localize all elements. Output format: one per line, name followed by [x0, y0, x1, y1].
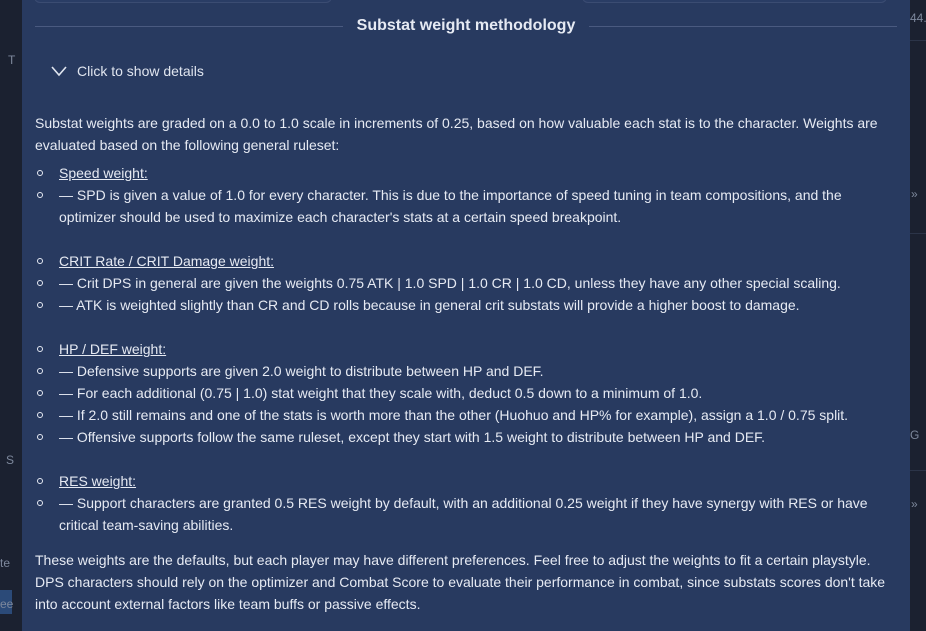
background-text: te — [0, 556, 11, 570]
hp-def-weight-list: HP / DEF weight: — Defensive supports ar… — [35, 338, 887, 448]
speed-weight-list: Speed weight: — SPD is given a value of … — [35, 162, 887, 228]
background-text: T — [8, 53, 16, 67]
divider-line-left — [35, 25, 343, 27]
background-text: S — [6, 453, 15, 467]
section-title: Substat weight methodology — [356, 17, 576, 34]
list-heading: HP / DEF weight: — [35, 338, 887, 360]
chevron-down-icon — [51, 66, 67, 77]
top-left-field[interactable] — [34, 0, 332, 3]
background-divider — [910, 470, 926, 471]
background-text: » — [911, 497, 918, 511]
intro-text: Substat weights are graded on a 0.0 to 1… — [35, 115, 878, 153]
list-item: — Defensive supports are given 2.0 weigh… — [35, 360, 887, 382]
divider-line-right — [589, 25, 898, 27]
background-text: » — [911, 187, 918, 201]
background-text: G — [910, 428, 920, 442]
methodology-content: Substat weights are graded on a 0.0 to 1… — [35, 112, 887, 615]
list-item: — For each additional (0.75 | 1.0) stat … — [35, 382, 887, 404]
background-left-panel — [0, 0, 22, 631]
background-right-panel — [910, 0, 926, 631]
list-heading: RES weight: — [35, 470, 887, 492]
substat-weight-panel: Substat weight methodology Click to show… — [22, 0, 910, 631]
list-item: — If 2.0 still remains and one of the st… — [35, 404, 887, 426]
background-divider — [910, 233, 926, 234]
background-divider — [910, 40, 926, 41]
list-item: — Offensive supports follow the same rul… — [35, 426, 887, 448]
background-button[interactable] — [0, 590, 12, 614]
details-toggle-label: Click to show details — [77, 63, 204, 79]
outro-text: These weights are the defaults, but each… — [35, 552, 886, 612]
list-heading: Speed weight: — [35, 162, 887, 184]
details-toggle[interactable]: Click to show details — [50, 60, 204, 82]
list-item: — ATK is weighted slightly than CR and C… — [35, 294, 887, 316]
list-item: — Crit DPS in general are given the weig… — [35, 272, 887, 294]
list-heading: CRIT Rate / CRIT Damage weight: — [35, 250, 887, 272]
background-text: ee — [0, 597, 14, 611]
top-right-field[interactable] — [582, 0, 887, 3]
background-text: 44. — [910, 11, 926, 25]
crit-weight-list: CRIT Rate / CRIT Damage weight: — Crit D… — [35, 250, 887, 316]
list-item: — Support characters are granted 0.5 RES… — [35, 492, 887, 536]
res-weight-list: RES weight: — Support characters are gra… — [35, 470, 887, 536]
section-divider: Substat weight methodology — [35, 13, 898, 39]
list-item: — SPD is given a value of 1.0 for every … — [35, 184, 887, 228]
